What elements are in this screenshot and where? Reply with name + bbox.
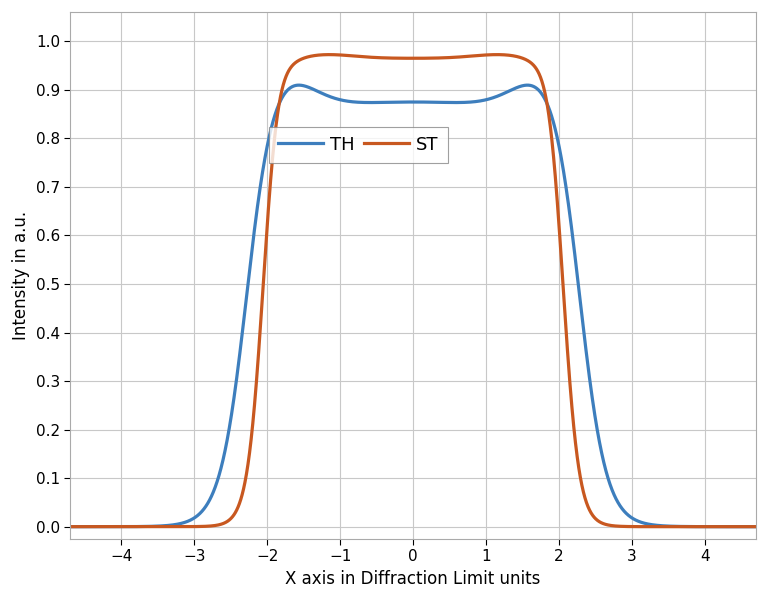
TH bbox=[523, 82, 532, 89]
Line: ST: ST bbox=[71, 55, 756, 527]
TH bbox=[359, 99, 369, 106]
ST bbox=[730, 523, 740, 530]
TH bbox=[696, 523, 705, 530]
ST bbox=[359, 53, 369, 61]
ST bbox=[66, 523, 75, 530]
TH bbox=[564, 201, 573, 208]
TH bbox=[751, 523, 760, 530]
ST bbox=[392, 55, 401, 62]
ST bbox=[354, 53, 363, 60]
Y-axis label: Intensity in a.u.: Intensity in a.u. bbox=[12, 211, 30, 340]
Line: TH: TH bbox=[71, 85, 756, 527]
X-axis label: X axis in Diffraction Limit units: X axis in Diffraction Limit units bbox=[286, 570, 541, 588]
ST bbox=[564, 361, 573, 368]
ST bbox=[751, 523, 760, 530]
ST bbox=[325, 51, 334, 58]
Legend: TH, ST: TH, ST bbox=[269, 127, 448, 163]
ST bbox=[696, 523, 705, 530]
TH bbox=[354, 98, 363, 106]
TH bbox=[392, 98, 401, 106]
TH bbox=[730, 523, 740, 530]
TH bbox=[66, 523, 75, 530]
